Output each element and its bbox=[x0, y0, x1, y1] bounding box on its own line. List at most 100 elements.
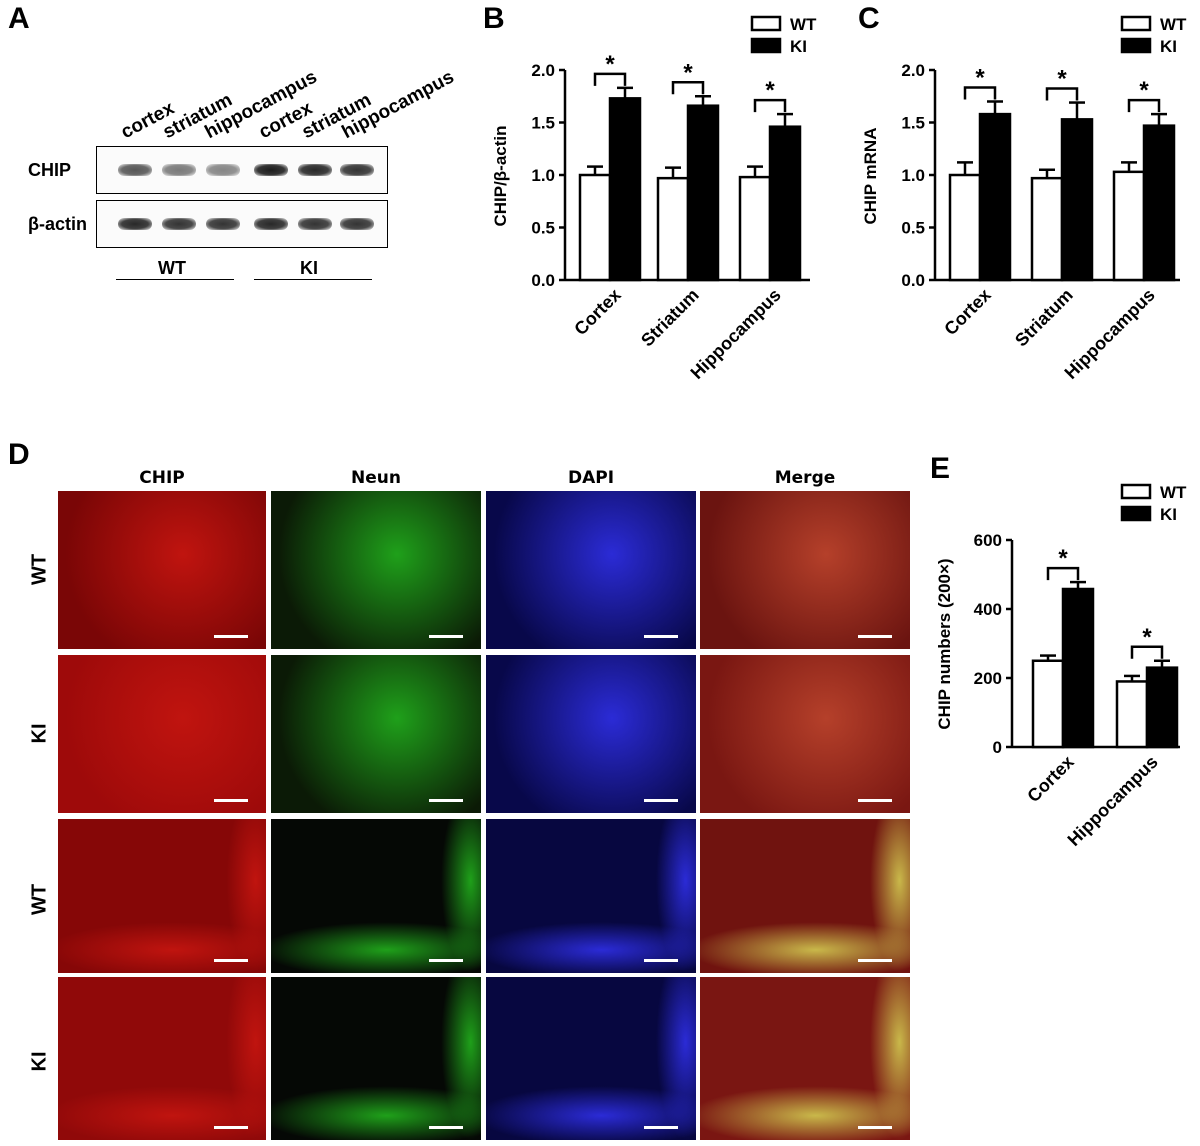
blot-band bbox=[298, 218, 332, 230]
scale-bar bbox=[644, 635, 678, 638]
scale-bar bbox=[214, 635, 248, 638]
blot-band bbox=[340, 164, 374, 176]
tile-neun bbox=[271, 491, 481, 649]
significance-star: * bbox=[1058, 545, 1068, 572]
category-label: Cortex bbox=[1023, 752, 1077, 806]
tile-merge bbox=[700, 819, 910, 973]
legend-swatch bbox=[1120, 37, 1152, 54]
scale-bar bbox=[644, 959, 678, 962]
blot-row-label-actin: β-actin bbox=[28, 214, 87, 234]
y-tick-label: 0.0 bbox=[901, 271, 925, 290]
y-tick-label: 1.5 bbox=[901, 114, 925, 133]
column-header-merge: Merge bbox=[774, 468, 836, 488]
legend-label: KI bbox=[1160, 505, 1177, 524]
column-header-neun: Neun bbox=[351, 468, 401, 488]
column-header-chip: CHIP bbox=[139, 468, 185, 488]
significance-star: * bbox=[605, 51, 615, 78]
tile-chip bbox=[58, 655, 266, 813]
y-tick-label: 0 bbox=[993, 738, 1002, 757]
y-tick-label: 1.0 bbox=[901, 166, 925, 185]
significance-bracket bbox=[963, 86, 997, 100]
tile-dapi bbox=[486, 655, 696, 813]
y-tick-label: 0.5 bbox=[901, 219, 925, 238]
row-header: WT bbox=[28, 553, 51, 586]
tile-neun bbox=[271, 819, 481, 973]
panel-letter-d: D bbox=[8, 438, 30, 471]
legend-swatch bbox=[1120, 483, 1152, 500]
bar bbox=[1030, 176, 1064, 282]
blot-band bbox=[162, 218, 196, 230]
legend-swatch bbox=[750, 15, 782, 32]
tile-chip bbox=[58, 819, 266, 973]
blot-band bbox=[118, 164, 152, 176]
legend-swatch bbox=[1120, 15, 1152, 32]
scale-bar bbox=[858, 959, 892, 962]
tile-merge bbox=[700, 655, 910, 813]
y-axis-label: CHIP/β-actin bbox=[491, 125, 510, 226]
bar bbox=[1061, 587, 1095, 749]
blot-band bbox=[298, 164, 332, 176]
bar bbox=[686, 104, 720, 282]
y-tick-label: 2.0 bbox=[901, 61, 925, 80]
significance-bracket bbox=[753, 98, 787, 113]
bar bbox=[1145, 666, 1179, 749]
group-label-ki: KI bbox=[300, 258, 318, 278]
tile-chip bbox=[58, 491, 266, 649]
significance-star: * bbox=[1139, 77, 1149, 104]
legend-swatch bbox=[750, 37, 782, 54]
group-line-wt bbox=[116, 279, 234, 280]
legend-label: WT bbox=[1160, 15, 1187, 34]
significance-star: * bbox=[1057, 66, 1067, 93]
y-tick-label: 2.0 bbox=[531, 61, 555, 80]
scale-bar bbox=[214, 1126, 248, 1129]
y-tick-label: 400 bbox=[974, 600, 1002, 619]
scale-bar bbox=[429, 799, 463, 802]
y-axis-label: CHIP mRNA bbox=[861, 128, 880, 225]
scale-bar bbox=[429, 959, 463, 962]
scale-bar bbox=[214, 799, 248, 802]
legend-swatch bbox=[1120, 505, 1152, 522]
group-line-ki bbox=[254, 279, 372, 280]
row-header: WT bbox=[28, 883, 51, 916]
tile-chip bbox=[58, 977, 266, 1140]
tile-merge bbox=[700, 977, 910, 1140]
y-tick-label: 200 bbox=[974, 669, 1002, 688]
bar bbox=[768, 125, 802, 282]
panel-letter-e: E bbox=[930, 452, 951, 485]
blot-band bbox=[206, 164, 240, 176]
significance-star: * bbox=[1142, 624, 1152, 651]
panel-letter-a: A bbox=[8, 2, 30, 35]
legend-label: KI bbox=[1160, 37, 1177, 56]
row-header: KI bbox=[28, 1051, 51, 1072]
tile-neun bbox=[271, 655, 481, 813]
y-tick-label: 1.0 bbox=[531, 166, 555, 185]
blot-band bbox=[340, 218, 374, 230]
y-tick-label: 600 bbox=[974, 531, 1002, 550]
column-header-dapi: DAPI bbox=[567, 468, 615, 488]
bar bbox=[1060, 118, 1094, 282]
scale-bar bbox=[644, 799, 678, 802]
y-tick-label: 0.5 bbox=[531, 219, 555, 238]
blot-row-label-chip: CHIP bbox=[28, 160, 72, 180]
blot-band bbox=[118, 218, 152, 230]
significance-star: * bbox=[683, 59, 693, 86]
panel-letter-b: B bbox=[483, 2, 505, 35]
bar bbox=[608, 97, 642, 282]
y-tick-label: 1.5 bbox=[531, 114, 555, 133]
blot-band bbox=[254, 218, 288, 230]
bar bbox=[1031, 659, 1065, 749]
legend-label: WT bbox=[790, 15, 817, 34]
significance-bracket bbox=[1045, 87, 1079, 101]
blot-band bbox=[162, 164, 196, 176]
significance-bracket bbox=[671, 81, 705, 95]
blot-band bbox=[206, 218, 240, 230]
panel-letter-c: C bbox=[858, 2, 880, 35]
category-label: Hippocampus bbox=[1064, 752, 1162, 850]
scale-bar bbox=[858, 799, 892, 802]
tile-merge bbox=[700, 491, 910, 649]
scale-bar bbox=[858, 1126, 892, 1129]
tile-dapi bbox=[486, 491, 696, 649]
bar bbox=[1142, 124, 1176, 282]
